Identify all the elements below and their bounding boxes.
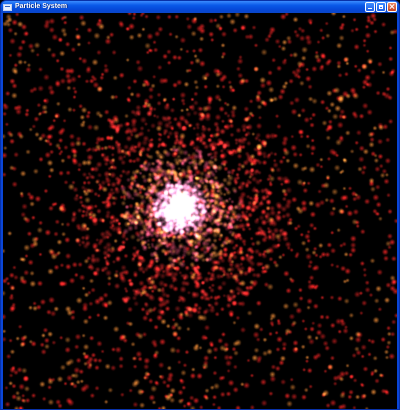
window-icon[interactable] <box>3 3 12 11</box>
close-button[interactable] <box>387 2 397 12</box>
minimize-button[interactable] <box>365 2 375 12</box>
maximize-icon <box>379 5 383 9</box>
maximize-button[interactable] <box>376 2 386 12</box>
render-viewport[interactable] <box>3 13 397 409</box>
minimize-icon <box>368 8 372 9</box>
title-bar-buttons <box>365 2 397 12</box>
close-icon <box>388 3 396 11</box>
window-title: Particle System <box>15 3 68 10</box>
title-bar[interactable]: Particle System <box>1 1 399 13</box>
particle-canvas[interactable] <box>3 13 397 409</box>
